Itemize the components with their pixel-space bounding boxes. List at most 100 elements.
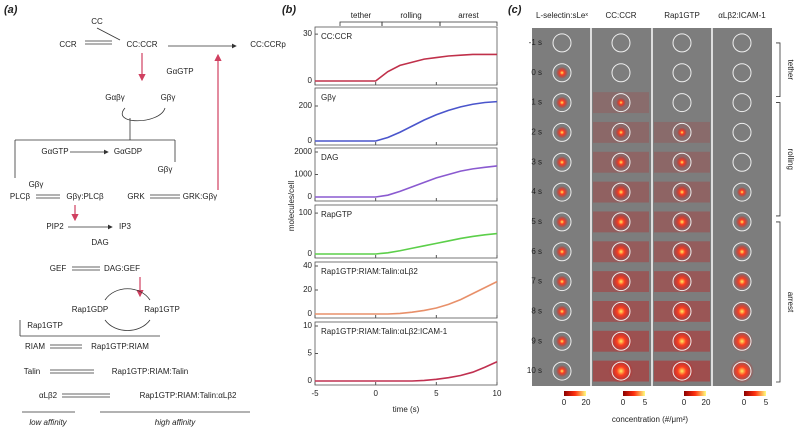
pathway-node: Rap1GTP xyxy=(144,305,180,314)
hotspot xyxy=(670,359,694,384)
hotspot xyxy=(671,301,693,322)
pathway-node: Gβγ xyxy=(158,165,173,174)
row-label: 4 s xyxy=(531,187,542,196)
pathway-node: Rap1GTP:RIAM:Talin:αLβ2 xyxy=(140,391,237,400)
contact-circle xyxy=(672,331,692,351)
series-line xyxy=(315,361,498,382)
contact-circle xyxy=(552,152,572,172)
chart-title: Rap1GTP:RIAM:Talin:αLβ2:ICAM-1 xyxy=(321,327,448,336)
y-tick-label: 200 xyxy=(299,101,313,110)
y-tick-label: 40 xyxy=(303,261,312,270)
hotspot xyxy=(670,330,694,353)
phase-bracket xyxy=(381,21,441,26)
contact-circle xyxy=(732,33,752,53)
hotspot xyxy=(556,96,568,109)
chart-title: DAG xyxy=(321,153,338,162)
pathway-node: Talin xyxy=(24,367,40,376)
column-header: αLβ2:ICAM-1 xyxy=(718,11,766,20)
phase-label: rolling xyxy=(786,149,795,170)
chart-title: Rap1GTP:RIAM:Talin:αLβ2 xyxy=(321,267,418,276)
colorbar-min: 0 xyxy=(742,398,747,407)
contact-circle xyxy=(552,242,572,262)
contact-circle xyxy=(672,152,692,172)
contact-circle xyxy=(611,242,631,262)
pathway-node: Rap1GTP xyxy=(27,321,63,330)
x-axis-label: time (s) xyxy=(393,405,420,414)
contact-circle xyxy=(611,93,631,113)
pathway-node: GαGTP xyxy=(166,67,193,76)
y-tick-label: 1000 xyxy=(294,170,312,179)
contact-circle xyxy=(611,122,631,142)
contact-circle xyxy=(611,212,631,232)
hotspot xyxy=(735,215,749,229)
hotspot xyxy=(611,271,631,292)
pathway-node: PIP2 xyxy=(46,222,64,231)
hotspot xyxy=(731,330,753,353)
colorbar-max: 20 xyxy=(582,398,591,407)
column-header: L-selectin:sLeˣ xyxy=(536,11,588,20)
pathway-node: RIAM xyxy=(25,342,45,351)
x-tick-label: -5 xyxy=(311,389,319,398)
hotspot xyxy=(556,156,568,169)
plot-frame xyxy=(314,87,498,146)
series-line xyxy=(315,165,498,198)
pathway-node: low affinity xyxy=(29,418,67,427)
row-label: 2 s xyxy=(531,128,542,137)
hotspot xyxy=(677,127,687,138)
contact-circle xyxy=(552,63,572,83)
pathway-node: CCR xyxy=(59,40,77,49)
phase-bracket xyxy=(776,221,781,383)
column-header: CC:CCR xyxy=(605,11,636,20)
hotspot xyxy=(556,365,568,378)
contact-circle xyxy=(552,93,572,113)
pathway-node: Gαβγ xyxy=(105,93,124,102)
contact-circle xyxy=(611,152,631,172)
pathway-node: PLCβ xyxy=(10,192,31,201)
colorbar xyxy=(564,391,586,396)
contact-circle xyxy=(732,331,752,351)
contact-circle xyxy=(672,272,692,292)
pathway-node: GαGDP xyxy=(114,147,142,156)
pathway-node: Rap1GTP:RIAM xyxy=(91,342,149,351)
hotspot xyxy=(613,184,629,200)
pathway-node: CC:CCRp xyxy=(250,40,286,49)
panel-label: (a) xyxy=(4,4,18,16)
hotspot xyxy=(733,273,751,291)
hotspot xyxy=(556,275,568,288)
y-axis-label: molecules/cell xyxy=(287,181,296,231)
contact-circle xyxy=(732,93,752,113)
y-tick-label: 0 xyxy=(308,309,313,318)
pathway-node: Gβγ xyxy=(161,93,176,102)
pathway-node: GRK:Gβγ xyxy=(183,192,217,201)
y-tick-label: 2000 xyxy=(294,147,312,156)
colorbar xyxy=(623,391,645,396)
contact-circle xyxy=(672,242,692,262)
hotspot xyxy=(673,243,691,261)
contact-circle xyxy=(672,212,692,232)
contact-circle xyxy=(611,301,631,321)
contact-circle xyxy=(732,272,752,292)
hotspot xyxy=(734,244,750,260)
y-tick-label: 20 xyxy=(303,285,312,294)
contact-circle xyxy=(611,331,631,351)
plot-frame xyxy=(314,147,498,202)
hotspot xyxy=(615,126,627,139)
x-axis-label: concentration (#/μm²) xyxy=(612,415,689,424)
phase-bracket xyxy=(776,42,781,98)
y-tick-label: 0 xyxy=(308,76,313,85)
hotspot xyxy=(676,156,688,169)
phase-label: arrest xyxy=(458,11,479,20)
row-label: 7 s xyxy=(531,277,542,286)
y-tick-label: 0 xyxy=(308,136,313,145)
x-tick-label: 0 xyxy=(373,389,378,398)
row-label: 0 s xyxy=(531,68,542,77)
colorbar-min: 0 xyxy=(682,398,687,407)
contact-circle xyxy=(552,331,572,351)
hotspot xyxy=(736,186,748,198)
contact-circle xyxy=(732,122,752,142)
contact-circle xyxy=(611,33,631,53)
contact-circle xyxy=(552,272,572,292)
series-line xyxy=(315,53,497,82)
contact-circle xyxy=(552,122,572,142)
